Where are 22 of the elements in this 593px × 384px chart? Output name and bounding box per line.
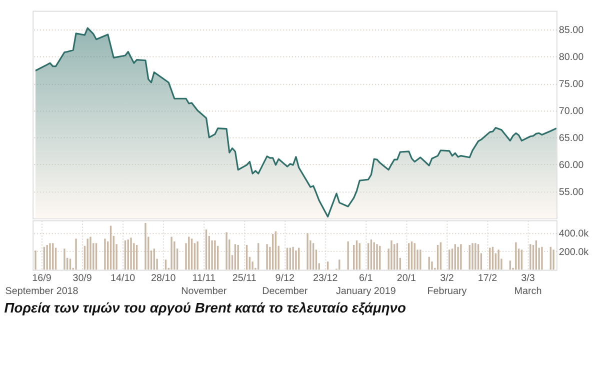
text: Πορεία των τιμών του αργού Brent κατά το τελευταίο εξάμηνο — [4, 300, 406, 316]
x-tick-label: 20/1 — [396, 273, 417, 284]
x-tick-label: 23/12 — [313, 273, 338, 284]
x-tick-label: 6/1 January 2019 — [336, 273, 396, 297]
x-tick-label: 9/12 December — [262, 273, 308, 297]
y-tick-label: 60.00 — [558, 160, 584, 171]
y-tick-label: 65.00 — [558, 132, 584, 144]
x-tick-label: 11/11 November — [181, 273, 228, 297]
x-tick-label: 14/10 — [110, 273, 136, 284]
y-tick-label: 200.0k — [558, 246, 589, 258]
y-tick-label: 75.00 — [558, 79, 584, 90]
x-tick-label: 30/9 — [72, 273, 92, 284]
y-tick-label: 80.00 — [558, 52, 584, 64]
y-tick-label: 85.00 — [558, 25, 584, 36]
y-tick-label: 400.0k — [558, 228, 589, 240]
y-tick-label: 55.00 — [558, 186, 584, 198]
x-tick-label: 3/2 February — [427, 273, 467, 297]
x-tick-label: 25/11 — [232, 273, 257, 284]
x-tick-label: 28/10 — [150, 273, 176, 284]
x-tick-label: 3/3 March — [514, 273, 542, 297]
x-tick-label: 17/2 — [478, 273, 498, 284]
y-tick-label: 70.00 — [558, 106, 584, 117]
